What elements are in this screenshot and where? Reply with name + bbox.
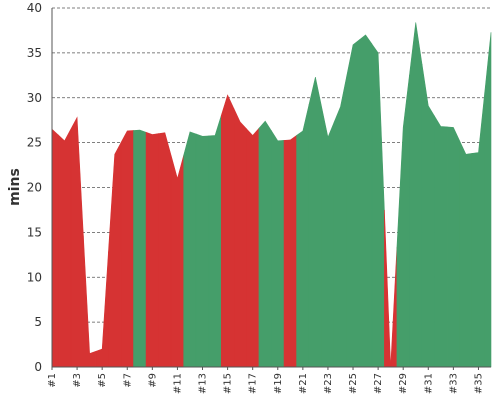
y-tick-label-25: 25 <box>27 136 42 150</box>
area-segment-6 <box>108 142 122 368</box>
y-tick-label-15: 15 <box>27 225 42 239</box>
area-segment-24 <box>333 75 348 368</box>
axes <box>51 8 491 368</box>
x-tick-labels: #1 #3 #5 #7 #9 #11 #13 #15 #17 #19 #21 #23 #25 #27 #29… <box>47 367 484 394</box>
area-segment-29 <box>396 74 410 368</box>
y-axis-label: mins <box>7 168 23 206</box>
area-segment-4 <box>83 235 97 368</box>
area-segment-8 <box>133 129 147 368</box>
area-segment-35 <box>471 92 486 368</box>
area-segment-7 <box>120 130 134 368</box>
x-tick-label-19: #19 <box>273 373 284 394</box>
x-tick-label-1: #1 <box>47 373 58 388</box>
area-segments <box>51 22 492 368</box>
y-tick-label-10: 10 <box>27 270 42 284</box>
x-tick-label-29: #29 <box>398 373 409 394</box>
area-segment-15 <box>221 94 235 368</box>
area-segment-30 <box>409 22 423 368</box>
x-tick-label-13: #13 <box>198 373 209 394</box>
x-tick-label-21: #21 <box>298 373 309 394</box>
area-segment-22 <box>308 77 322 368</box>
area-segment-20 <box>283 134 297 368</box>
y-tick-labels: 0 5 10 15 20 25 30 35 40 <box>27 1 42 374</box>
area-segment-25 <box>346 39 360 368</box>
area-segment-33 <box>446 126 460 368</box>
area-segment-19 <box>271 129 285 368</box>
area-segment-28 <box>384 209 398 368</box>
x-tick-label-15: #15 <box>223 373 234 394</box>
area-segment-17 <box>246 127 260 368</box>
area-segment-31 <box>421 64 435 368</box>
x-tick-label-11: #11 <box>172 373 183 394</box>
area-segment-1 <box>51 128 59 368</box>
x-tick-label-23: #23 <box>323 373 334 394</box>
y-tick-label-20: 20 <box>27 181 42 195</box>
y-tick-label-35: 35 <box>27 46 42 60</box>
area-segment-36 <box>484 32 492 368</box>
area-segment-5 <box>95 251 109 368</box>
area-segment-23 <box>321 107 335 368</box>
x-tick-label-33: #33 <box>448 373 459 394</box>
area-segment-21 <box>296 103 310 368</box>
area-segment-13 <box>195 133 210 368</box>
x-tick-label-31: #31 <box>423 373 434 394</box>
x-tick-label-5: #5 <box>97 373 108 388</box>
area-segment-27 <box>371 42 385 368</box>
area-segment-16 <box>233 108 247 368</box>
area-segment-32 <box>434 115 448 368</box>
x-tick-label-9: #9 <box>147 373 158 388</box>
x-tick-label-17: #17 <box>248 373 259 394</box>
area-segment-34 <box>459 140 473 368</box>
area-segment-18 <box>258 120 272 368</box>
area-segment-11 <box>170 155 184 368</box>
x-tick-label-25: #25 <box>348 373 359 394</box>
area-segment-10 <box>158 132 172 368</box>
area-segment-12 <box>183 131 197 368</box>
x-tick-label-7: #7 <box>122 373 133 388</box>
area-segment-2 <box>57 129 72 368</box>
y-tick-label-5: 5 <box>34 315 42 329</box>
area-segment-9 <box>145 131 159 368</box>
x-tick-label-3: #3 <box>72 373 83 388</box>
x-tick-label-35: #35 <box>473 373 484 394</box>
area-segment-3 <box>70 116 84 368</box>
area-segment-26 <box>359 34 373 368</box>
y-tick-label-40: 40 <box>27 1 42 15</box>
y-tick-label-0: 0 <box>34 360 42 374</box>
area-segment-14 <box>208 115 222 368</box>
y-tick-label-30: 30 <box>27 91 42 105</box>
x-tick-label-27: #27 <box>373 373 384 394</box>
